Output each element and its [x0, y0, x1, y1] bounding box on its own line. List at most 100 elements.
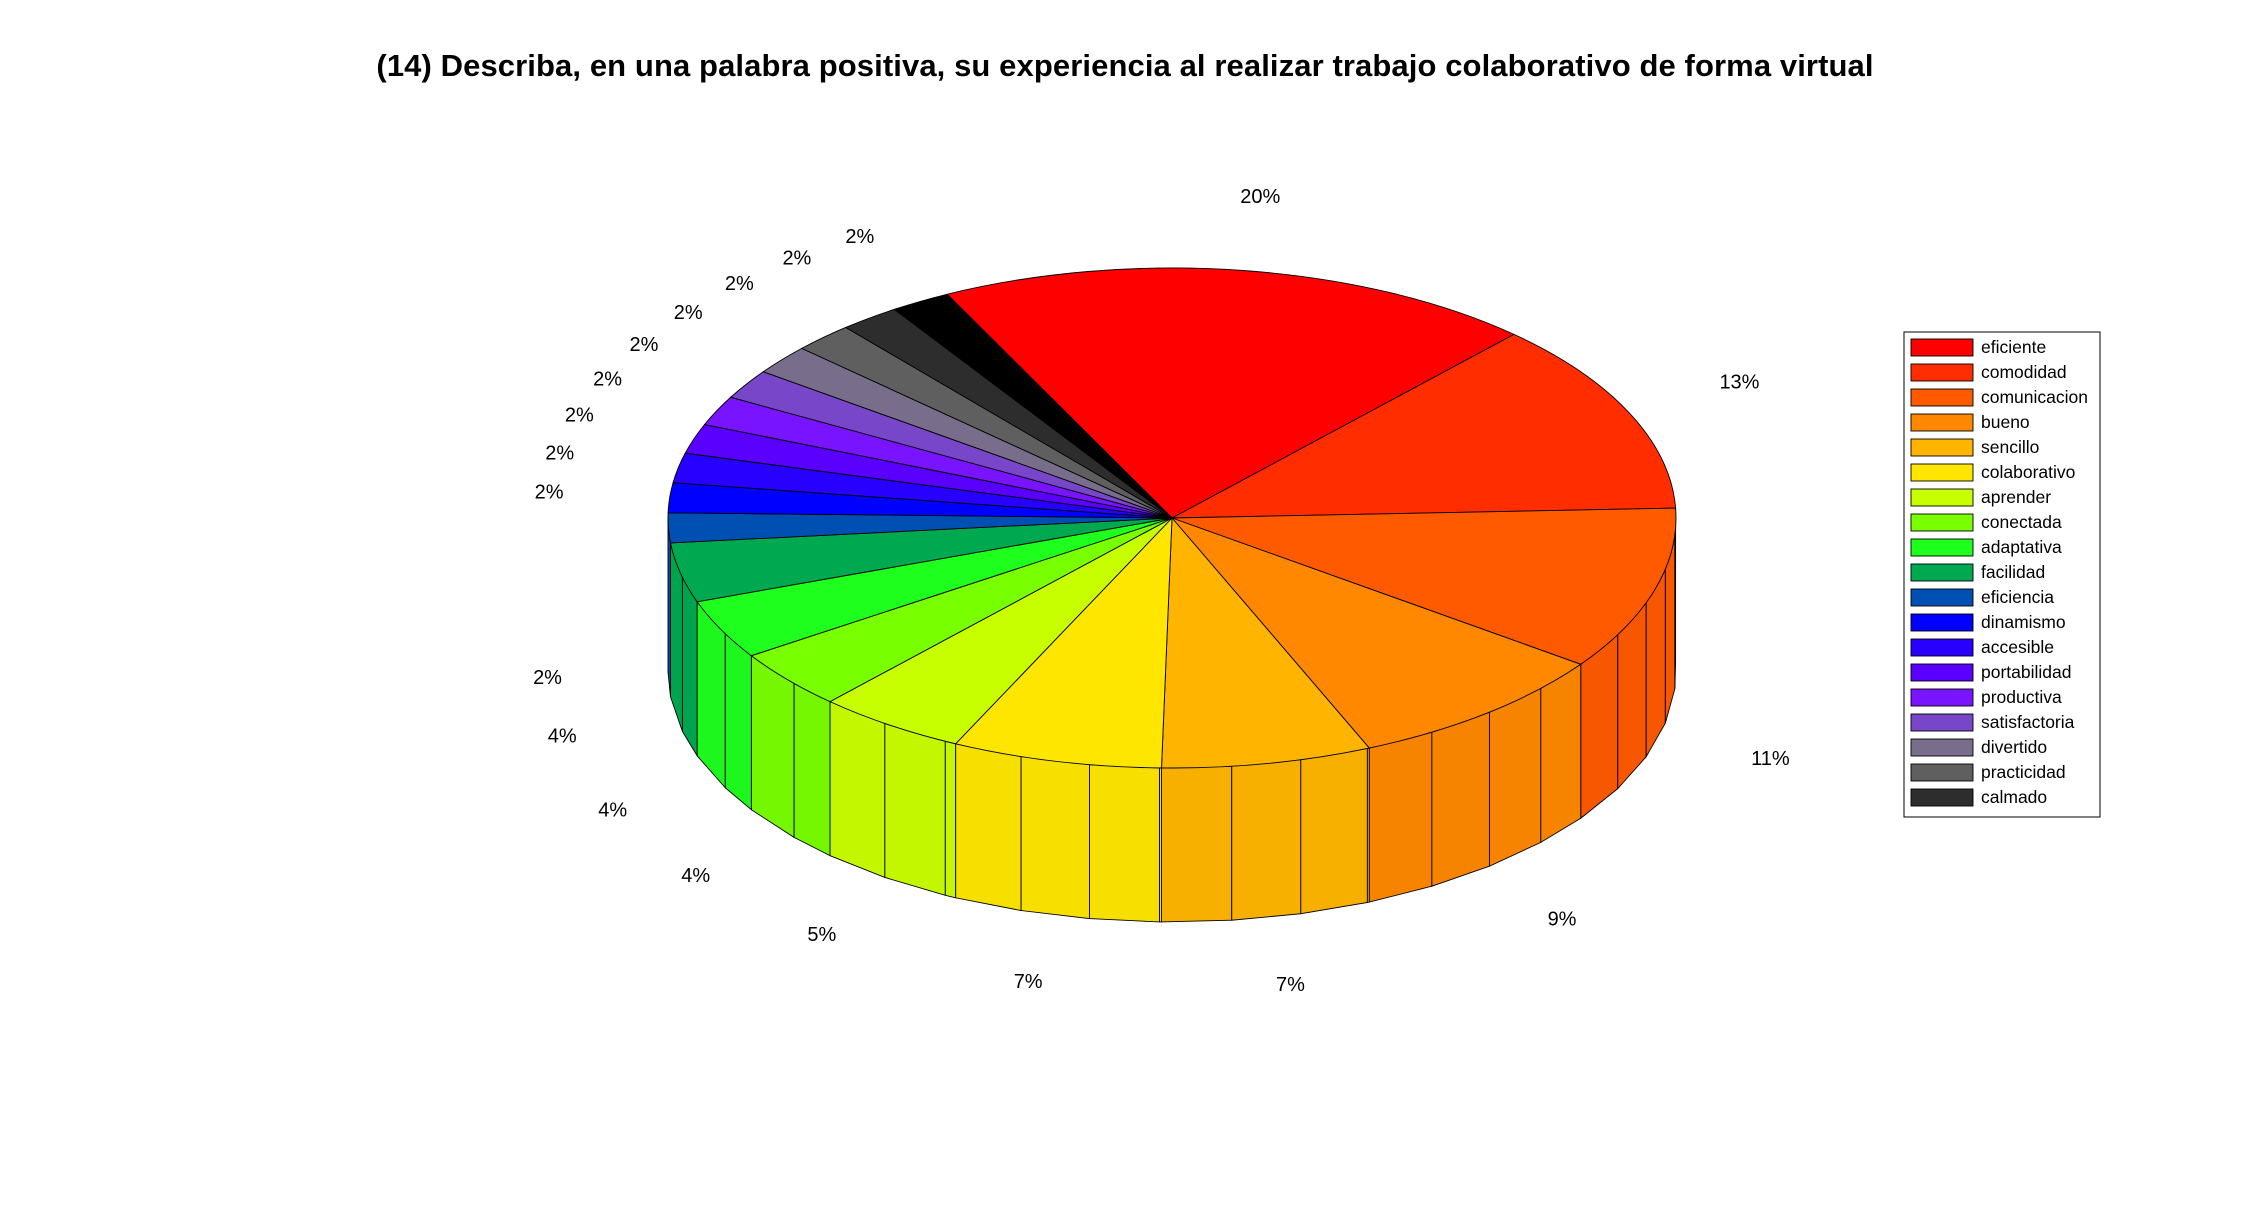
legend-item-colaborativo: colaborativo [1910, 462, 2075, 482]
legend-swatch [1910, 588, 1974, 607]
pie-side-bueno [1540, 663, 1582, 844]
legend-label: eficiencia [1981, 587, 2054, 607]
legend-item-productiva: productiva [1910, 687, 2062, 707]
legend-label: colaborativo [1981, 462, 2075, 482]
pct-label-dinamismo: 2% [535, 482, 564, 504]
pie-slice-unnamed-19 [893, 293, 1173, 519]
pie-slice-comodidad [1171, 333, 1677, 519]
pie-side-colaborativo [1089, 764, 1160, 923]
legend-label: comodidad [1981, 362, 2067, 382]
legend-swatch [1910, 713, 1974, 732]
pie-side-colaborativo [955, 743, 1022, 912]
pie-side-conectada [793, 682, 831, 857]
pie-side-bueno [1431, 711, 1490, 887]
legend-swatch [1910, 338, 1974, 357]
pie-top [667, 267, 1677, 769]
legend-label: conectada [1981, 512, 2062, 532]
pie-side-eficiencia [667, 517, 671, 698]
chart-title: (14) Describa, en una palabra positiva, … [376, 48, 1874, 83]
legend-swatch [1910, 613, 1974, 632]
legend-item-portabilidad: portabilidad [1910, 662, 2071, 682]
legend-swatch [1910, 563, 1974, 582]
pie-slice-bueno [1170, 517, 1582, 749]
pie-side-sencillo [1300, 747, 1368, 915]
legend-label: eficiente [1981, 337, 2046, 357]
pct-label-facilidad: 4% [548, 726, 577, 748]
pie-labels: 20% 13% 11% 9% 7% 7% 5% 4% 4% 4% 2% 2% 2% 2% 2% 2% 2% 2% 2… [533, 186, 1790, 996]
legend-label: portabilidad [1981, 662, 2071, 682]
legend-swatch [1910, 638, 1974, 657]
pct-label-adaptativa: 4% [598, 800, 627, 822]
pie-side-colaborativo [1020, 756, 1090, 920]
pie-sides [667, 508, 1677, 923]
legend-swatch [1910, 363, 1974, 382]
legend-swatch [1910, 388, 1974, 407]
legend-item-facilidad: facilidad [1910, 562, 2045, 582]
pie-side-conectada [750, 654, 795, 839]
pct-label-portabilidad: 2% [565, 405, 594, 427]
pie-slice-sencillo [1161, 516, 1371, 769]
legend-label: bueno [1981, 412, 2030, 432]
pie-side-adaptativa [724, 632, 752, 811]
legend-label: practicidad [1981, 762, 2066, 782]
legend-swatch [1910, 763, 1974, 782]
legend-swatch [1910, 413, 1974, 432]
pie-side-aprender [944, 740, 957, 899]
pie-side-sencillo [1231, 759, 1302, 921]
pct-label-comodidad: 13% [1719, 372, 1759, 394]
legend-swatch [1910, 663, 1974, 682]
pct-label-calmado: 2% [782, 248, 811, 270]
pct-label-practicidad: 2% [725, 273, 754, 295]
pie-side-sencillo [1366, 747, 1370, 904]
pie-slice-comunicacion [1171, 507, 1677, 665]
legend-item-practicidad: practicidad [1910, 762, 2066, 782]
legend-label: comunicacion [1981, 387, 2088, 407]
legend-swatch [1910, 463, 1974, 482]
legend-label: facilidad [1981, 562, 2045, 582]
pct-label-accesible: 2% [545, 443, 574, 465]
legend-item-accesible: accesible [1910, 637, 2054, 657]
legend-swatch [1910, 438, 1974, 457]
pct-label-colaborativo: 7% [1014, 971, 1043, 993]
pct-label-conectada: 4% [681, 865, 710, 887]
legend-item-divertido: divertido [1910, 737, 2047, 757]
pct-label-eficiente: 20% [1240, 186, 1280, 208]
legend-label: sencillo [1981, 437, 2039, 457]
legend-swatch [1910, 538, 1974, 557]
pct-label-sencillo: 7% [1276, 974, 1305, 996]
legend-item-adaptativa: adaptativa [1910, 537, 2062, 557]
pct-label-unnamed-19: 2% [845, 226, 874, 248]
legend-label: adaptativa [1981, 537, 2062, 557]
pie-side-facilidad [681, 575, 698, 758]
pie-side-bueno [1368, 731, 1433, 903]
legend-item-calmado: calmado [1910, 787, 2047, 807]
legend-swatch [1910, 488, 1974, 507]
legend-item-eficiencia: eficiencia [1910, 587, 2054, 607]
legend-item-conectada: conectada [1910, 512, 2062, 532]
pct-label-satisfactoria: 2% [630, 334, 659, 356]
legend-item-satisfactoria: satisfactoria [1910, 712, 2075, 732]
legend-label: calmado [1981, 787, 2047, 807]
pie-side-bueno [1488, 687, 1542, 867]
pie-side-aprender [829, 700, 886, 879]
legend-label: productiva [1981, 687, 2062, 707]
pie-slice-aprender [828, 517, 1173, 745]
pct-label-divertido: 2% [674, 302, 703, 324]
pct-label-eficiencia: 2% [533, 667, 562, 689]
pie-slice-colaborativo [954, 516, 1173, 769]
pct-label-comunicacion: 11% [1751, 748, 1790, 770]
legend-item-eficiente: eficiente [1910, 337, 2046, 357]
legend-swatch [1910, 688, 1974, 707]
pie-side-aprender [884, 722, 946, 896]
pct-label-aprender: 5% [807, 924, 836, 946]
legend-item-dinamismo: dinamismo [1910, 612, 2066, 632]
legend-item-aprender: aprender [1910, 487, 2051, 507]
legend-swatch [1910, 738, 1974, 757]
pie-side-sencillo [1161, 765, 1233, 923]
pie-side-comunicacion [1580, 633, 1619, 820]
legend-item-comunicacion: comunicacion [1910, 387, 2088, 407]
pct-label-bueno: 9% [1548, 909, 1577, 931]
legend-swatch [1910, 788, 1974, 807]
pie-slice-eficiente [946, 267, 1516, 519]
